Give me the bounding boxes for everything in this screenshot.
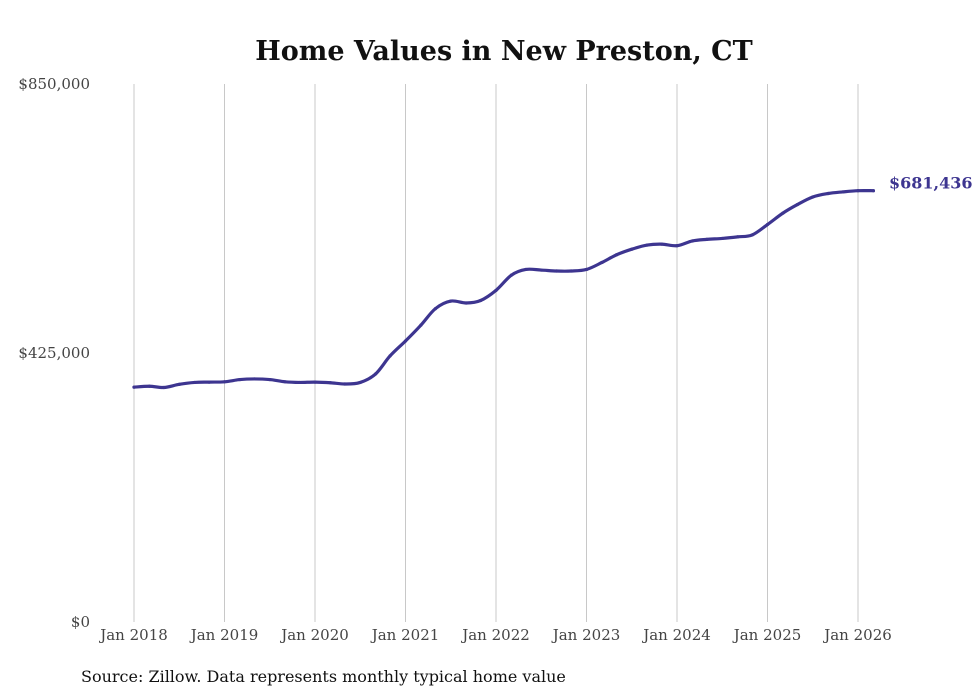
data-point (268, 377, 272, 382)
data-point (736, 235, 740, 239)
data-point (509, 273, 513, 277)
data-point (238, 377, 242, 382)
data-point (222, 380, 227, 384)
data-point (630, 247, 634, 251)
data-point (193, 380, 197, 385)
data-point (675, 244, 679, 248)
data-point (328, 381, 332, 385)
data-point (132, 385, 136, 389)
data-point (555, 269, 559, 273)
data-point (343, 382, 347, 386)
series-line-0 (132, 189, 875, 390)
data-point (826, 191, 830, 196)
data-point (539, 268, 543, 272)
data-point (162, 385, 166, 390)
data-point (841, 190, 845, 194)
x-tick-label: Jan 2020 (279, 626, 349, 644)
data-point (464, 301, 468, 305)
data-point (795, 202, 799, 207)
data-point (781, 211, 785, 215)
data-point (403, 339, 408, 343)
data-point (449, 299, 453, 303)
series-layer (132, 189, 875, 390)
data-point (720, 236, 724, 241)
data-point (600, 260, 604, 265)
data-point (494, 288, 498, 292)
data-point (147, 384, 151, 388)
data-point (856, 189, 860, 193)
data-point (419, 323, 423, 327)
data-point (374, 372, 378, 376)
data-point (705, 237, 709, 241)
data-point (569, 269, 573, 273)
x-tick-label: Jan 2018 (98, 626, 168, 644)
y-axis-ticks: $0 $425,000 $850,000 (18, 75, 90, 631)
data-point (177, 382, 181, 386)
x-tick-label: Jan 2022 (460, 626, 530, 644)
grid-lines (133, 84, 859, 622)
x-tick-label: Jan 2021 (370, 626, 440, 644)
data-point (645, 243, 649, 247)
data-point (811, 195, 815, 199)
chart-title: Home Values in New Preston, CT (255, 36, 752, 67)
x-tick-label: Jan 2024 (641, 626, 711, 644)
data-point (388, 354, 392, 358)
x-tick-label: Jan 2025 (732, 626, 802, 644)
x-tick-label: Jan 2019 (189, 626, 259, 644)
data-point (690, 239, 694, 243)
y-tick-label: $0 (71, 613, 90, 631)
data-point (871, 189, 875, 193)
data-point (207, 380, 211, 384)
data-point (614, 253, 618, 257)
data-point (283, 380, 287, 384)
y-tick-label: $850,000 (18, 75, 90, 93)
x-tick-label: Jan 2026 (822, 626, 892, 644)
data-point (479, 298, 483, 303)
data-point (358, 380, 362, 385)
data-point (524, 267, 528, 272)
data-point (750, 233, 754, 237)
end-value-label: $681,436 (889, 174, 973, 193)
data-point (252, 377, 256, 381)
y-tick-label: $425,000 (18, 344, 90, 362)
data-point (433, 307, 437, 311)
data-point (298, 380, 302, 385)
source-note: Source: Zillow. Data represents monthly … (81, 667, 566, 686)
x-axis-ticks: Jan 2018 Jan 2019 Jan 2020 Jan 2021 Jan 2022… (98, 626, 892, 644)
data-point (765, 222, 770, 227)
data-point (660, 242, 664, 246)
x-tick-label: Jan 2023 (551, 626, 621, 644)
data-point (584, 267, 589, 272)
data-point (313, 380, 317, 384)
